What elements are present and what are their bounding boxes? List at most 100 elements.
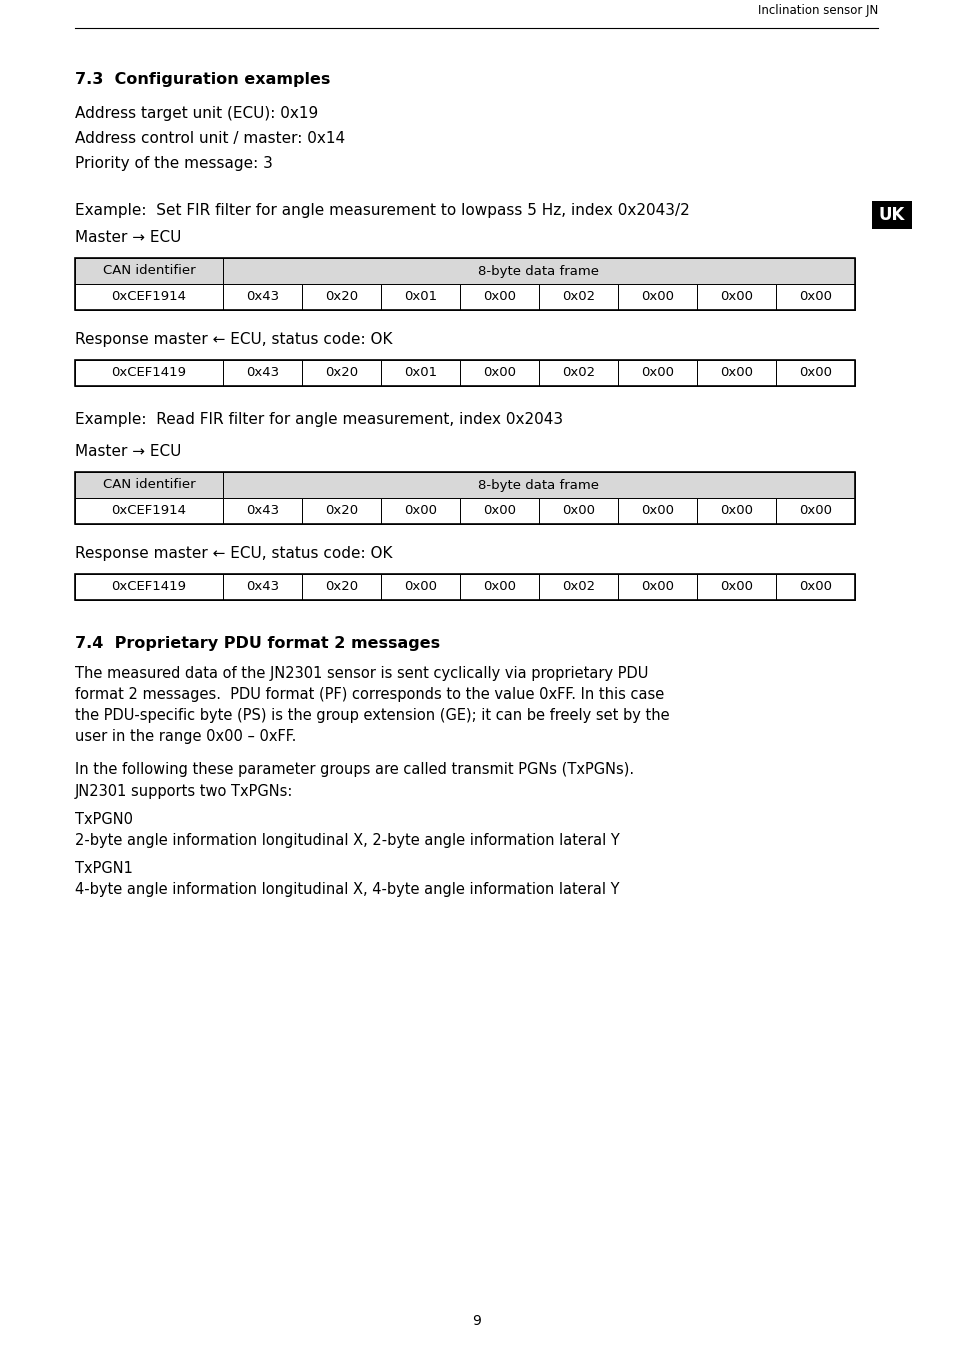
Text: 0x00: 0x00 — [720, 580, 752, 594]
Text: 0x43: 0x43 — [246, 290, 279, 304]
Bar — [775, 360, 854, 386]
Bar — [459, 284, 538, 310]
Bar — [75, 284, 223, 310]
Bar — [538, 498, 618, 524]
Text: CAN identifier: CAN identifier — [103, 478, 195, 491]
Text: 9: 9 — [472, 1314, 481, 1328]
Text: The measured data of the JN2301 sensor is sent cyclically via proprietary PDU: The measured data of the JN2301 sensor i… — [75, 666, 648, 680]
Text: Example:  Read FIR filter for angle measurement, index 0x2043: Example: Read FIR filter for angle measu… — [75, 412, 562, 427]
Bar — [871, 201, 911, 230]
Text: 0x20: 0x20 — [325, 366, 357, 379]
Bar — [75, 472, 854, 524]
Text: 0x01: 0x01 — [403, 290, 436, 304]
Bar — [75, 574, 854, 599]
Bar — [75, 258, 223, 284]
Text: 0x43: 0x43 — [246, 505, 279, 517]
Text: CAN identifier: CAN identifier — [103, 265, 195, 278]
Text: Address target unit (ECU): 0x19: Address target unit (ECU): 0x19 — [75, 107, 318, 122]
Text: 8-byte data frame: 8-byte data frame — [478, 478, 598, 491]
Text: 0x00: 0x00 — [799, 580, 831, 594]
Text: 0x00: 0x00 — [720, 505, 752, 517]
Text: 0x00: 0x00 — [799, 505, 831, 517]
Bar — [775, 574, 854, 599]
Bar — [223, 360, 302, 386]
Text: Example:  Set FIR filter for angle measurement to lowpass 5 Hz, index 0x2043/2: Example: Set FIR filter for angle measur… — [75, 202, 689, 217]
Bar — [223, 284, 302, 310]
Bar — [775, 284, 854, 310]
Text: 0x00: 0x00 — [799, 366, 831, 379]
Text: 0x20: 0x20 — [325, 505, 357, 517]
Text: 0x02: 0x02 — [561, 290, 595, 304]
Bar — [75, 360, 223, 386]
Text: 0x00: 0x00 — [640, 366, 673, 379]
Text: 4-byte angle information longitudinal X, 4-byte angle information lateral Y: 4-byte angle information longitudinal X,… — [75, 882, 618, 896]
Bar — [380, 498, 459, 524]
Bar — [223, 498, 302, 524]
Bar — [538, 284, 618, 310]
Text: Response master ← ECU, status code: OK: Response master ← ECU, status code: OK — [75, 332, 392, 347]
Bar — [75, 258, 854, 311]
Text: user in the range 0x00 – 0xFF.: user in the range 0x00 – 0xFF. — [75, 729, 296, 744]
Bar — [75, 574, 223, 599]
Text: 0x00: 0x00 — [640, 505, 673, 517]
Text: Response master ← ECU, status code: OK: Response master ← ECU, status code: OK — [75, 545, 392, 562]
Bar — [380, 574, 459, 599]
Text: TxPGN0: TxPGN0 — [75, 811, 132, 828]
Bar — [538, 360, 618, 386]
Text: 0x00: 0x00 — [720, 290, 752, 304]
Text: 0xCEF1419: 0xCEF1419 — [112, 366, 186, 379]
Text: Address control unit / master: 0x14: Address control unit / master: 0x14 — [75, 131, 345, 146]
Text: 0x00: 0x00 — [640, 580, 673, 594]
Bar — [618, 284, 697, 310]
Text: 0x43: 0x43 — [246, 580, 279, 594]
Bar — [618, 360, 697, 386]
Bar — [697, 360, 775, 386]
Text: In the following these parameter groups are called transmit PGNs (TxPGNs).: In the following these parameter groups … — [75, 761, 634, 778]
Text: 0x00: 0x00 — [482, 290, 516, 304]
Text: 0x00: 0x00 — [640, 290, 673, 304]
Bar — [459, 574, 538, 599]
Bar — [618, 574, 697, 599]
Bar — [223, 574, 302, 599]
Text: 2-byte angle information longitudinal X, 2-byte angle information lateral Y: 2-byte angle information longitudinal X,… — [75, 833, 619, 848]
Text: 0x00: 0x00 — [482, 505, 516, 517]
Text: 0x00: 0x00 — [799, 290, 831, 304]
Text: Priority of the message: 3: Priority of the message: 3 — [75, 157, 273, 171]
Bar — [618, 498, 697, 524]
Text: 7.3  Configuration examples: 7.3 Configuration examples — [75, 72, 330, 86]
Bar — [459, 360, 538, 386]
Text: 0xCEF1419: 0xCEF1419 — [112, 580, 186, 594]
Text: 0x00: 0x00 — [482, 580, 516, 594]
Text: 0x02: 0x02 — [561, 580, 595, 594]
Bar — [380, 360, 459, 386]
Text: Inclination sensor JN: Inclination sensor JN — [757, 4, 877, 18]
Text: TxPGN1: TxPGN1 — [75, 861, 132, 876]
Text: 0x00: 0x00 — [482, 366, 516, 379]
Text: 0x01: 0x01 — [403, 366, 436, 379]
Bar — [302, 284, 380, 310]
Text: 0x20: 0x20 — [325, 290, 357, 304]
Bar — [302, 360, 380, 386]
Text: the PDU-specific byte (PS) is the group extension (GE); it can be freely set by : the PDU-specific byte (PS) is the group … — [75, 707, 669, 724]
Text: 0x00: 0x00 — [720, 366, 752, 379]
Text: 0x00: 0x00 — [403, 505, 436, 517]
Text: 0x00: 0x00 — [561, 505, 595, 517]
Text: format 2 messages.  PDU format (PF) corresponds to the value 0xFF. In this case: format 2 messages. PDU format (PF) corre… — [75, 687, 663, 702]
Bar — [302, 574, 380, 599]
Bar — [538, 574, 618, 599]
Bar — [775, 498, 854, 524]
Bar — [75, 472, 223, 498]
Text: 0xCEF1914: 0xCEF1914 — [112, 505, 186, 517]
Bar — [223, 258, 854, 284]
Text: Master → ECU: Master → ECU — [75, 230, 181, 244]
Text: 0x00: 0x00 — [403, 580, 436, 594]
Bar — [459, 498, 538, 524]
Text: 0x02: 0x02 — [561, 366, 595, 379]
Text: 8-byte data frame: 8-byte data frame — [478, 265, 598, 278]
Bar — [223, 472, 854, 498]
Bar — [380, 284, 459, 310]
Bar — [75, 498, 223, 524]
Bar — [302, 498, 380, 524]
Text: Master → ECU: Master → ECU — [75, 444, 181, 459]
Bar — [75, 360, 854, 386]
